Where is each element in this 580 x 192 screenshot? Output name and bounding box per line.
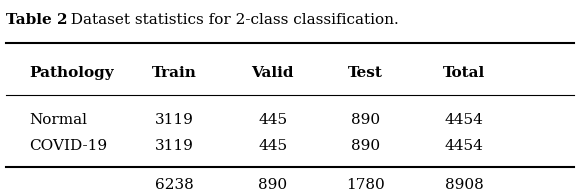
Text: Normal: Normal bbox=[29, 113, 87, 127]
Text: Table 2: Table 2 bbox=[6, 13, 67, 27]
Text: Dataset statistics for 2-class classification.: Dataset statistics for 2-class classific… bbox=[61, 13, 398, 27]
Text: Train: Train bbox=[151, 66, 197, 80]
Text: 3119: 3119 bbox=[154, 139, 194, 153]
Text: 4454: 4454 bbox=[444, 113, 484, 127]
Text: 445: 445 bbox=[258, 139, 287, 153]
Text: 6238: 6238 bbox=[155, 178, 193, 192]
Text: Pathology: Pathology bbox=[29, 66, 114, 80]
Text: 445: 445 bbox=[258, 113, 287, 127]
Text: 890: 890 bbox=[351, 113, 380, 127]
Text: 1780: 1780 bbox=[346, 178, 385, 192]
Text: 3119: 3119 bbox=[154, 113, 194, 127]
Text: Total: Total bbox=[443, 66, 485, 80]
Text: 890: 890 bbox=[351, 139, 380, 153]
Text: 890: 890 bbox=[258, 178, 287, 192]
Text: 8908: 8908 bbox=[445, 178, 483, 192]
Text: Valid: Valid bbox=[251, 66, 294, 80]
Text: 4454: 4454 bbox=[444, 139, 484, 153]
Text: COVID-19: COVID-19 bbox=[29, 139, 107, 153]
Text: Test: Test bbox=[348, 66, 383, 80]
